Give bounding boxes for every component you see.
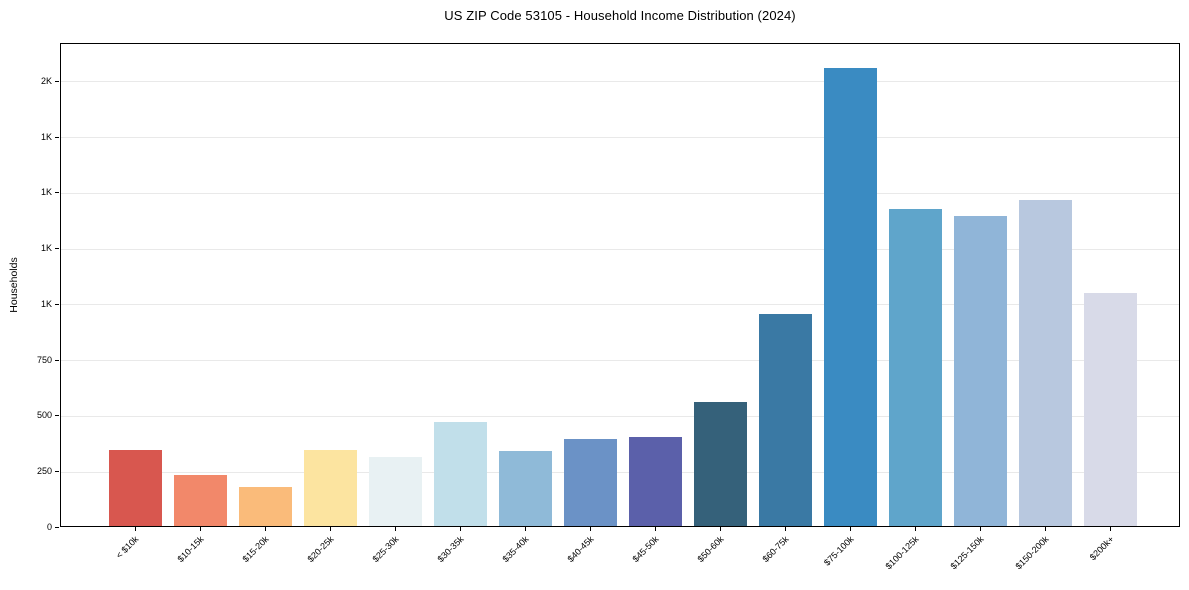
bar-1 [174, 474, 227, 526]
x-tick-mark [394, 527, 396, 531]
gridline [61, 415, 1179, 417]
bar-11 [824, 67, 877, 526]
x-tick-label: $125-150k [948, 534, 986, 572]
y-tick-mark [55, 471, 59, 473]
bar-15 [1084, 292, 1137, 526]
bar-7 [564, 439, 617, 526]
x-tick-mark [914, 527, 916, 531]
x-tick-mark [524, 527, 526, 531]
plot-area [60, 43, 1180, 527]
x-tick-label: $150-200k [1013, 534, 1051, 572]
x-tick-label: $30-35k [435, 534, 466, 565]
y-tick-mark [55, 248, 59, 250]
gridline [61, 81, 1179, 83]
y-tick-mark [55, 136, 59, 138]
bar-12 [889, 209, 942, 526]
bar-4 [369, 456, 422, 526]
bar-3 [304, 450, 357, 526]
x-tick-label: $35-40k [500, 534, 531, 565]
x-tick-mark [654, 527, 656, 531]
y-tick-label: 1K [40, 131, 52, 142]
gridline [61, 471, 1179, 473]
bar-10 [759, 314, 812, 526]
x-tick-label: $50-60k [695, 534, 726, 565]
y-tick-mark [55, 192, 59, 194]
y-tick-label: 1K [40, 298, 52, 309]
x-tick-mark [589, 527, 591, 531]
x-tick-label: $60-75k [760, 534, 791, 565]
chart-title: US ZIP Code 53105 - Household Income Dis… [444, 8, 796, 23]
x-tick-mark [199, 527, 201, 531]
x-tick-mark [329, 527, 331, 531]
bar-0 [109, 450, 162, 526]
x-tick-label: $40-45k [565, 534, 596, 565]
y-tick-mark [55, 303, 59, 305]
y-tick-label: 250 [36, 466, 52, 477]
y-tick-mark [55, 415, 59, 417]
y-tick-label: 500 [36, 410, 52, 421]
x-tick-mark [784, 527, 786, 531]
x-tick-mark [979, 527, 981, 531]
bar-6 [499, 451, 552, 526]
y-tick-mark [55, 527, 59, 528]
gridline [61, 304, 1179, 306]
bar-8 [629, 436, 682, 526]
y-tick-label: 1K [40, 243, 52, 254]
x-tick-label: $200k+ [1087, 534, 1116, 563]
gridline [61, 360, 1179, 362]
bar-14 [1019, 200, 1072, 526]
y-tick-mark [55, 359, 59, 361]
x-tick-mark [134, 527, 136, 531]
y-tick-mark [55, 80, 59, 82]
bar-5 [434, 422, 487, 526]
x-tick-label: $15-20k [240, 534, 271, 565]
x-tick-label: $75-100k [821, 534, 856, 568]
x-tick-label: $20-25k [305, 534, 336, 565]
gridline [61, 248, 1179, 250]
bar-13 [954, 215, 1007, 526]
x-tick-mark [849, 527, 851, 531]
bar-9 [694, 402, 747, 526]
gridline [61, 137, 1179, 139]
x-tick-mark [719, 527, 721, 531]
y-tick-label: 1K [40, 187, 52, 198]
bar-2 [239, 486, 292, 526]
y-tick-label: 2K [40, 75, 52, 86]
x-tick-label: < $10k [114, 534, 141, 561]
x-tick-mark [264, 527, 266, 531]
gridline [61, 192, 1179, 194]
y-tick-label: 0 [46, 522, 52, 532]
y-tick-label: 750 [36, 354, 52, 365]
x-tick-mark [1109, 527, 1111, 531]
x-tick-label: $45-50k [630, 534, 661, 565]
x-tick-mark [459, 527, 461, 531]
x-tick-mark [1044, 527, 1046, 531]
x-tick-label: $25-30k [370, 534, 401, 565]
x-tick-label: $100-125k [883, 534, 921, 572]
x-tick-label: $10-15k [175, 534, 206, 565]
